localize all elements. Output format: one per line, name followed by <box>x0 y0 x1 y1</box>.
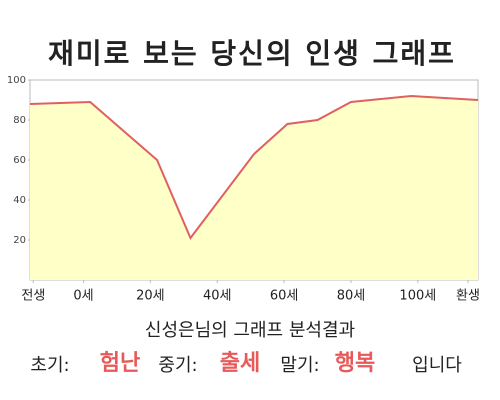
x-tick-label: 100세 <box>399 289 436 304</box>
item-value: 출세 <box>220 351 260 376</box>
y-tick-label: 20 <box>13 235 26 246</box>
chart-title: 재미로 보는 당신의 인생 그래프 <box>48 37 456 70</box>
x-tick-label: 20세 <box>136 289 165 304</box>
y-tick-label: 60 <box>13 155 26 166</box>
line <box>29 94 479 240</box>
y-tick-label: 40 <box>13 195 26 206</box>
x-tick-label: 환생 <box>456 289 480 304</box>
x-tick-label: 0세 <box>73 289 93 304</box>
y-tick-label: 100 <box>7 75 26 86</box>
x-tick-label: 40세 <box>203 289 232 304</box>
item-value: 행복 <box>335 351 375 376</box>
y-tick-label: 80 <box>13 115 26 126</box>
analysis-heading: 신성은님의 그래프 분석결과 <box>145 320 355 341</box>
x-tick-label: 60세 <box>270 289 299 304</box>
x-tick-label: 전생 <box>21 289 45 304</box>
area <box>30 96 478 280</box>
x-tick-label: 80세 <box>337 289 366 304</box>
item-label: 말기: <box>280 355 319 376</box>
item-label: 중기: <box>158 355 197 376</box>
ending: 입니다 <box>412 355 462 376</box>
item-label: 초기: <box>30 355 69 376</box>
item-value: 험난 <box>100 350 140 376</box>
